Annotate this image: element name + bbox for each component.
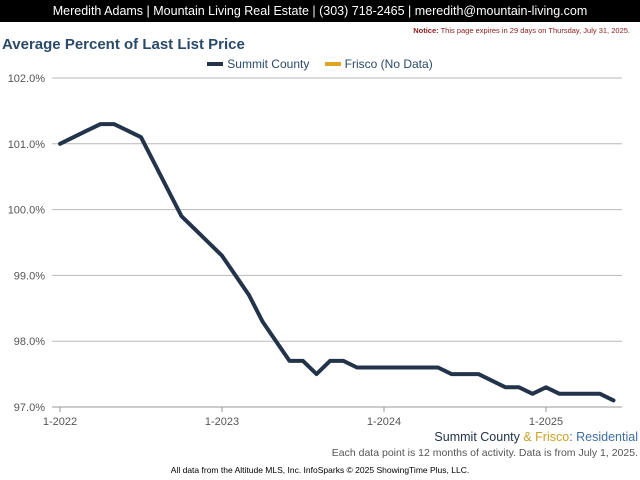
- data-point: [274, 339, 278, 343]
- data-point: [139, 135, 143, 139]
- data-point: [166, 188, 170, 192]
- y-tick-label: 99.0%: [14, 270, 45, 282]
- data-point: [463, 372, 467, 376]
- data-point: [315, 372, 319, 376]
- y-tick-label: 100.0%: [8, 205, 46, 217]
- legend-item-summit-county[interactable]: Summit County: [207, 57, 309, 71]
- data-point: [450, 372, 454, 376]
- data-note: Each data point is 12 months of activity…: [331, 447, 638, 459]
- data-point: [261, 319, 265, 323]
- data-point: [72, 135, 76, 139]
- data-point: [288, 359, 292, 363]
- y-tick-label: 102.0%: [8, 73, 46, 85]
- data-point: [85, 129, 89, 133]
- notice-text: This page expires in 29 days on Thursday…: [438, 26, 630, 35]
- data-point: [477, 372, 481, 376]
- data-point: [180, 214, 184, 218]
- data-point: [585, 392, 589, 396]
- data-point: [153, 162, 157, 166]
- data-point: [355, 366, 359, 370]
- data-point: [247, 293, 251, 297]
- subtitle-ampersand: &: [519, 430, 536, 444]
- subtitle-region: Summit County: [434, 430, 520, 444]
- notice-label: Notice:: [413, 26, 439, 35]
- legend-swatch-frisco: [324, 61, 341, 66]
- chart-title: Average Percent of Last List Price: [2, 36, 245, 53]
- data-point: [423, 366, 427, 370]
- data-point: [396, 366, 400, 370]
- x-tick-label: 1-2025: [529, 416, 563, 428]
- data-point: [234, 273, 238, 277]
- data-point: [301, 359, 305, 363]
- x-tick-label: 1-2024: [367, 416, 401, 428]
- chart-subtitle: Summit County & Frisco: Residential: [434, 430, 638, 444]
- data-point: [598, 392, 602, 396]
- data-point: [328, 359, 332, 363]
- data-point: [112, 122, 116, 126]
- data-point: [99, 122, 103, 126]
- y-tick-label: 101.0%: [8, 139, 46, 151]
- legend-label-frisco: Frisco (No Data): [344, 57, 433, 71]
- series-line-summit-county: [58, 122, 616, 403]
- data-point: [544, 385, 548, 389]
- data-point: [490, 379, 494, 383]
- data-point: [58, 142, 62, 146]
- legend-item-frisco[interactable]: Frisco (No Data): [324, 57, 433, 71]
- expiration-notice: Notice: This page expires in 29 days on …: [413, 26, 630, 35]
- data-point: [126, 129, 130, 133]
- x-tick-label: 1-2023: [205, 416, 239, 428]
- chart-legend: Summit County Frisco (No Data): [0, 57, 640, 71]
- legend-label-summit: Summit County: [227, 57, 310, 71]
- data-source-footer: All data from the Altitude MLS, Inc. Inf…: [170, 465, 470, 475]
- data-point: [220, 254, 224, 258]
- subtitle-city: Frisco: [535, 430, 570, 444]
- data-point: [409, 366, 413, 370]
- data-point: [369, 366, 373, 370]
- data-point: [504, 385, 508, 389]
- data-point: [193, 227, 197, 231]
- agent-contact-banner: Meredith Adams | Mountain Living Real Es…: [0, 0, 640, 22]
- subtitle-segment: : Residential: [569, 430, 638, 444]
- y-tick-label: 97.0%: [14, 402, 45, 414]
- legend-swatch-summit: [207, 61, 224, 66]
- data-point: [612, 398, 616, 402]
- data-point: [382, 366, 386, 370]
- data-point: [436, 366, 440, 370]
- data-point: [517, 385, 521, 389]
- data-point: [207, 241, 211, 245]
- data-point: [558, 392, 562, 396]
- data-point: [531, 392, 535, 396]
- y-tick-label: 98.0%: [14, 336, 45, 348]
- data-point: [342, 359, 346, 363]
- data-point: [571, 392, 575, 396]
- x-tick-label: 1-2022: [43, 416, 77, 428]
